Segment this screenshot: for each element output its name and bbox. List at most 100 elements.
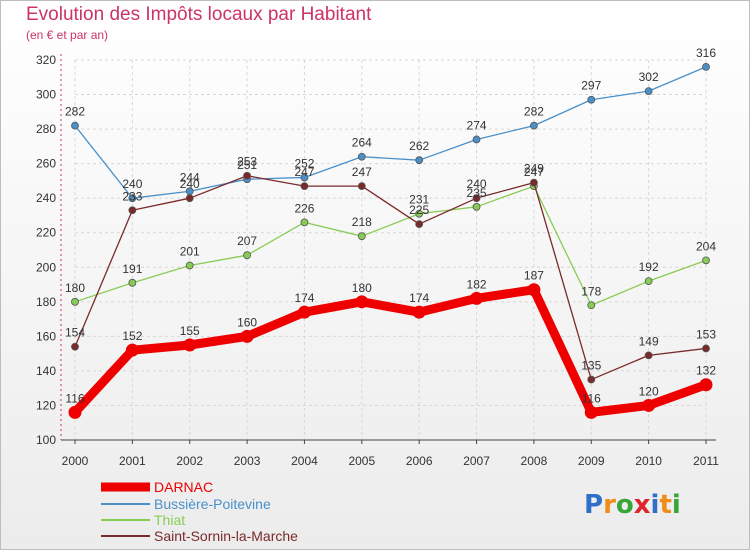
data-point-darnac xyxy=(297,305,311,319)
data-label-bussi-re-poitevine: 262 xyxy=(409,139,429,153)
data-label-darnac: 116 xyxy=(65,391,84,405)
data-point-thiat xyxy=(702,256,710,265)
data-label-bussi-re-poitevine: 264 xyxy=(352,136,372,150)
data-label-darnac: 116 xyxy=(582,391,601,405)
x-tick-label: 2005 xyxy=(348,454,375,468)
y-tick-label: 140 xyxy=(36,364,56,378)
data-label-thiat: 218 xyxy=(352,215,372,229)
data-label-darnac: 187 xyxy=(524,269,544,283)
data-label-thiat: 178 xyxy=(581,284,601,298)
data-point-thiat xyxy=(357,232,366,241)
data-point-thiat xyxy=(644,277,653,285)
data-label-saint-sornin-la-marche: 154 xyxy=(65,326,85,340)
logo-letter: t xyxy=(659,490,672,520)
data-point-saint-sornin-la-marche xyxy=(71,342,79,351)
data-label-darnac: 182 xyxy=(467,277,487,291)
data-label-bussi-re-poitevine: 274 xyxy=(467,118,487,132)
series-line-darnac xyxy=(71,285,708,417)
data-point-darnac xyxy=(699,378,713,392)
data-label-thiat: 204 xyxy=(696,239,716,253)
logo-letter: P xyxy=(584,490,604,520)
x-tick-label: 2002 xyxy=(176,454,203,468)
data-point-bussi-re-poitevine xyxy=(300,173,309,182)
data-point-darnac xyxy=(125,343,139,357)
data-label-bussi-re-poitevine: 316 xyxy=(696,46,716,60)
x-tick-label: 2006 xyxy=(406,454,433,468)
legend-label-thiat: Thiat xyxy=(154,512,185,528)
data-label-darnac: 152 xyxy=(122,329,142,343)
y-tick-label: 160 xyxy=(36,329,56,343)
logo-letter: i xyxy=(650,490,660,520)
data-label-bussi-re-poitevine: 282 xyxy=(524,105,544,119)
data-point-saint-sornin-la-marche xyxy=(702,344,710,353)
y-tick-label: 220 xyxy=(36,226,56,240)
data-label-saint-sornin-la-marche: 149 xyxy=(639,334,659,348)
data-point-bussi-re-poitevine xyxy=(128,194,137,203)
data-point-bussi-re-poitevine xyxy=(702,63,710,71)
data-point-thiat xyxy=(71,297,79,306)
data-label-saint-sornin-la-marche: 240 xyxy=(180,177,200,191)
data-point-bussi-re-poitevine xyxy=(472,135,481,144)
data-label-thiat: 191 xyxy=(122,262,142,276)
data-point-bussi-re-poitevine xyxy=(587,95,596,104)
y-tick-label: 240 xyxy=(36,191,56,205)
data-point-darnac xyxy=(584,405,598,419)
y-tick-label: 180 xyxy=(36,295,56,309)
data-point-bussi-re-poitevine xyxy=(530,121,538,130)
y-tick-label: 200 xyxy=(36,260,56,274)
data-point-saint-sornin-la-marche xyxy=(128,206,137,215)
x-tick-label: 2010 xyxy=(635,454,662,468)
data-label-saint-sornin-la-marche: 249 xyxy=(524,162,544,176)
data-label-darnac: 155 xyxy=(180,324,200,338)
data-label-saint-sornin-la-marche: 253 xyxy=(237,155,257,169)
data-point-saint-sornin-la-marche xyxy=(243,171,251,180)
series-line-bussi-re-poitevine xyxy=(74,66,707,199)
x-tick-label: 2011 xyxy=(693,454,719,468)
data-label-thiat: 180 xyxy=(65,281,85,295)
data-label-darnac: 160 xyxy=(237,315,257,329)
data-point-saint-sornin-la-marche xyxy=(472,194,481,203)
data-label-thiat: 192 xyxy=(639,260,659,274)
data-point-thiat xyxy=(415,209,424,218)
data-label-bussi-re-poitevine: 252 xyxy=(294,156,314,170)
x-tick-label: 2001 xyxy=(119,454,146,468)
data-point-thiat xyxy=(587,301,596,310)
data-label-darnac: 180 xyxy=(352,281,372,295)
x-tick-label: 2009 xyxy=(578,454,605,468)
data-point-saint-sornin-la-marche xyxy=(644,351,653,360)
legend-label-darnac: DARNAC xyxy=(154,479,213,495)
data-label-darnac: 174 xyxy=(409,291,429,305)
x-tick-label: 2004 xyxy=(291,454,318,468)
data-label-saint-sornin-la-marche: 247 xyxy=(352,165,372,179)
data-label-darnac: 120 xyxy=(639,384,659,398)
data-point-darnac xyxy=(355,295,369,309)
x-tick-label: 2000 xyxy=(62,454,89,468)
logo-letter: i xyxy=(671,490,681,520)
data-label-thiat: 207 xyxy=(237,234,257,248)
chart-subtitle: (en € et par an) xyxy=(26,28,109,42)
data-label-thiat: 231 xyxy=(409,193,429,207)
logo-letter: x xyxy=(633,490,651,520)
data-label-saint-sornin-la-marche: 135 xyxy=(581,359,601,373)
data-point-saint-sornin-la-marche xyxy=(357,182,366,190)
data-label-bussi-re-poitevine: 244 xyxy=(180,170,200,184)
data-point-saint-sornin-la-marche xyxy=(300,182,309,190)
data-point-thiat xyxy=(185,261,194,270)
chart-title: Evolution des Impôts locaux par Habitant xyxy=(26,4,372,25)
data-label-saint-sornin-la-marche: 225 xyxy=(409,203,429,217)
data-point-darnac xyxy=(527,283,541,297)
data-label-bussi-re-poitevine: 297 xyxy=(581,79,601,93)
data-point-darnac xyxy=(240,329,254,343)
x-tick-label: 2003 xyxy=(234,454,261,468)
data-point-darnac xyxy=(642,398,656,412)
data-point-darnac xyxy=(412,305,426,319)
data-point-bussi-re-poitevine xyxy=(644,87,653,95)
data-label-saint-sornin-la-marche: 240 xyxy=(467,177,487,191)
y-tick-label: 100 xyxy=(36,433,56,447)
data-point-saint-sornin-la-marche xyxy=(415,220,424,228)
data-point-thiat xyxy=(128,278,137,287)
data-point-bussi-re-poitevine xyxy=(357,152,366,161)
data-label-darnac: 132 xyxy=(696,364,716,378)
legend-label-bussi-re-poitevine: Bussière-Poitevine xyxy=(154,496,271,512)
